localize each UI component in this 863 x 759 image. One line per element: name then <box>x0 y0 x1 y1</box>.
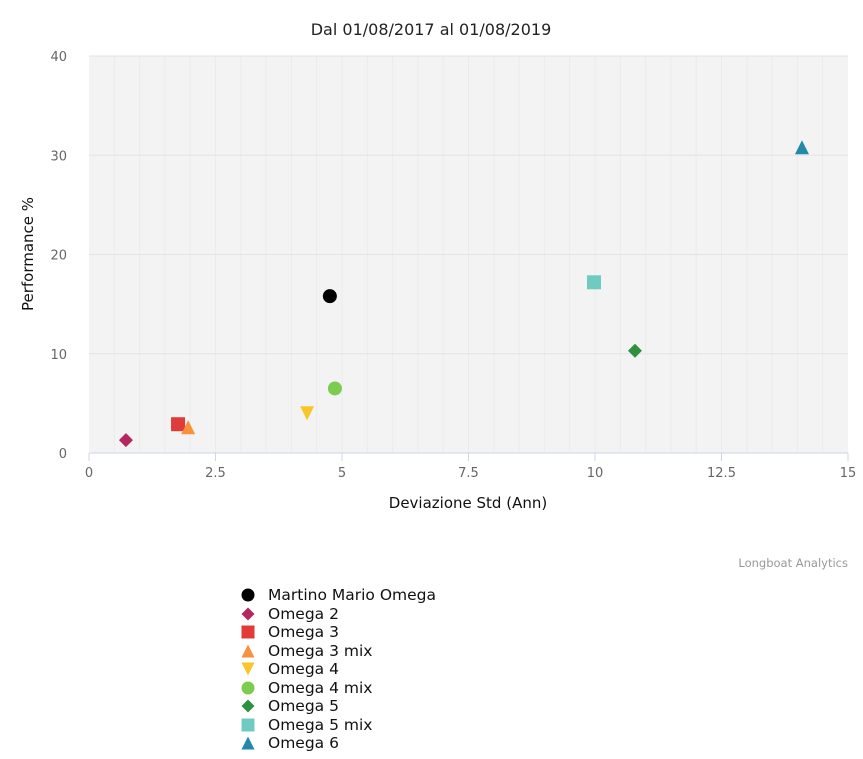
x-tick-label: 12.5 <box>707 466 736 481</box>
triangle-icon <box>241 736 255 750</box>
data-point-martino-mario-omega[interactable] <box>322 289 337 304</box>
data-point-omega-6[interactable] <box>794 140 809 155</box>
scatter-chart: Dal 01/08/2017 al 01/08/2019 0 2.5 5 7.5 10 1… <box>19 20 856 512</box>
data-points <box>118 140 809 448</box>
square-icon <box>241 718 255 732</box>
legend-item[interactable]: Omega 5 mix <box>240 716 436 735</box>
credits-link[interactable]: Longboat Analytics <box>738 556 848 570</box>
y-axis-ticks: 0 10 20 30 40 <box>50 50 67 462</box>
y-tick-label: 10 <box>50 348 67 363</box>
data-point-omega-5[interactable] <box>627 343 642 358</box>
data-point-omega-4[interactable] <box>300 406 315 421</box>
legend-item[interactable]: Omega 4 mix <box>240 679 436 698</box>
data-point-omega-5-mix[interactable] <box>586 275 601 290</box>
legend-item[interactable]: Omega 6 <box>240 734 436 753</box>
legend-label: Omega 3 <box>268 623 339 642</box>
diamond-icon <box>241 607 255 621</box>
x-tick-label: 0 <box>85 466 93 481</box>
legend: Martino Mario Omega Omega 2 Omega 3 Omega 3… <box>240 586 436 753</box>
y-tick-label: 0 <box>59 447 67 462</box>
legend-label: Omega 4 mix <box>268 678 373 697</box>
data-point-omega-2[interactable] <box>118 433 133 448</box>
x-tick-label: 10 <box>587 466 604 481</box>
legend-item[interactable]: Martino Mario Omega <box>240 586 436 605</box>
legend-item[interactable]: Omega 5 <box>240 697 436 716</box>
x-tick-label: 5 <box>338 466 346 481</box>
legend-item[interactable]: Omega 2 <box>240 605 436 624</box>
legend-label: Omega 2 <box>268 604 339 623</box>
legend-label: Omega 3 mix <box>268 641 373 660</box>
data-point-omega-3-mix[interactable] <box>181 420 196 435</box>
legend-label: Omega 5 <box>268 697 339 716</box>
legend-label: Omega 6 <box>268 734 339 753</box>
data-point-omega-4-mix[interactable] <box>327 381 342 396</box>
circle-icon <box>241 588 255 602</box>
y-tick-label: 30 <box>50 149 67 164</box>
x-axis-title: Deviazione Std (Ann) <box>389 494 547 512</box>
legend-label: Omega 4 <box>268 660 339 679</box>
data-point-omega-3[interactable] <box>171 417 186 432</box>
legend-item[interactable]: Omega 4 <box>240 660 436 679</box>
y-axis-title: Performance % <box>19 197 37 311</box>
legend-label: Martino Mario Omega <box>268 586 436 605</box>
legend-item[interactable]: Omega 3 mix <box>240 642 436 661</box>
grid-lines <box>89 55 848 454</box>
y-tick-label: 20 <box>50 249 67 264</box>
legend-item[interactable]: Omega 3 <box>240 623 436 642</box>
triangle-icon <box>241 644 255 658</box>
circle-icon <box>241 681 255 695</box>
triangle-down-icon <box>241 662 255 676</box>
x-tick-label: 2.5 <box>205 466 226 481</box>
x-tick-label: 7.5 <box>458 466 479 481</box>
x-axis-ticks: 0 2.5 5 7.5 10 12.5 15 <box>85 453 856 481</box>
diamond-icon <box>241 699 255 713</box>
square-icon <box>241 625 255 639</box>
legend-label: Omega 5 mix <box>268 715 373 734</box>
y-tick-label: 40 <box>50 50 67 65</box>
chart-title: Dal 01/08/2017 al 01/08/2019 <box>311 20 552 39</box>
x-tick-label: 15 <box>840 466 857 481</box>
